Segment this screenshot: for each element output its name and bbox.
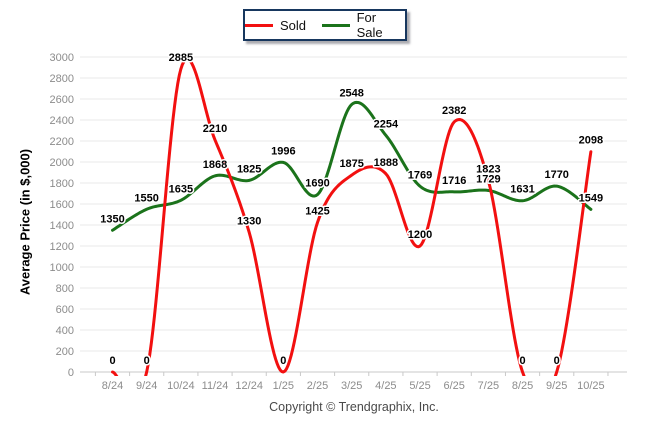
svg-text:1823: 1823 bbox=[476, 164, 500, 176]
svg-text:1868: 1868 bbox=[203, 159, 227, 171]
svg-text:8/25: 8/25 bbox=[512, 380, 533, 392]
svg-text:9/24: 9/24 bbox=[136, 380, 157, 392]
svg-text:3000: 3000 bbox=[50, 52, 74, 64]
svg-text:1000: 1000 bbox=[50, 262, 74, 274]
svg-text:11/24: 11/24 bbox=[202, 380, 229, 392]
svg-text:1875: 1875 bbox=[339, 158, 363, 170]
sold-line-swatch bbox=[245, 23, 273, 27]
svg-text:2600: 2600 bbox=[50, 94, 74, 106]
svg-text:1400: 1400 bbox=[50, 220, 74, 232]
svg-text:2885: 2885 bbox=[169, 52, 193, 64]
y-axis-tick-labels: 0 200 400 600 800 1000 1200 1400 1600 1800 2000 220… bbox=[50, 52, 74, 379]
svg-text:1800: 1800 bbox=[50, 178, 74, 190]
svg-text:2382: 2382 bbox=[442, 105, 466, 117]
svg-text:1330: 1330 bbox=[237, 215, 261, 227]
svg-text:5/25: 5/25 bbox=[409, 380, 430, 392]
svg-text:9/25: 9/25 bbox=[546, 380, 567, 392]
svg-text:2400: 2400 bbox=[50, 115, 74, 127]
svg-text:8/24: 8/24 bbox=[102, 380, 123, 392]
legend-label-for-sale: For Sale bbox=[356, 10, 383, 40]
svg-text:1770: 1770 bbox=[544, 169, 568, 181]
svg-text:4/25: 4/25 bbox=[375, 380, 396, 392]
svg-text:2210: 2210 bbox=[203, 123, 227, 135]
svg-text:2000: 2000 bbox=[50, 157, 74, 169]
legend-item-for-sale: For Sale bbox=[322, 10, 405, 40]
svg-text:0: 0 bbox=[554, 355, 560, 367]
svg-text:600: 600 bbox=[56, 304, 74, 316]
svg-text:1996: 1996 bbox=[271, 145, 295, 157]
svg-text:6/25: 6/25 bbox=[443, 380, 464, 392]
svg-text:1690: 1690 bbox=[305, 178, 329, 190]
svg-text:1425: 1425 bbox=[305, 205, 329, 217]
svg-text:1769: 1769 bbox=[408, 169, 432, 181]
svg-text:1729: 1729 bbox=[476, 173, 500, 185]
svg-text:2548: 2548 bbox=[339, 87, 363, 99]
for-sale-line-swatch bbox=[322, 23, 350, 27]
copyright-text: Copyright © Trendgraphix, Inc. bbox=[269, 400, 439, 414]
legend-item-sold: Sold bbox=[245, 18, 306, 33]
svg-text:0: 0 bbox=[109, 355, 115, 367]
y-gridlines bbox=[80, 56, 627, 352]
svg-text:1200: 1200 bbox=[408, 229, 432, 241]
svg-text:1350: 1350 bbox=[100, 213, 124, 225]
svg-text:2098: 2098 bbox=[579, 135, 603, 147]
sold-data-labels: 0 0 2885 2210 1330 0 1425 1875 1888 1200 2382 1823 0… bbox=[108, 51, 605, 369]
chart-legend: Sold For Sale bbox=[243, 9, 407, 41]
svg-text:2/25: 2/25 bbox=[307, 380, 328, 392]
svg-text:0: 0 bbox=[68, 367, 74, 379]
x-axis-ticks bbox=[94, 372, 609, 376]
legend-label-sold: Sold bbox=[280, 17, 307, 33]
x-axis-tick-labels: 8/24 9/24 10/24 11/24 12/24 1/25 2/25 3/25 4/25 5… bbox=[102, 380, 605, 392]
svg-text:3/25: 3/25 bbox=[341, 380, 362, 392]
svg-text:7/25: 7/25 bbox=[478, 380, 499, 392]
svg-text:400: 400 bbox=[56, 325, 74, 337]
sold-series-line bbox=[111, 57, 593, 376]
svg-text:1600: 1600 bbox=[50, 199, 74, 211]
svg-text:1825: 1825 bbox=[237, 163, 261, 175]
svg-text:12/24: 12/24 bbox=[235, 380, 263, 392]
for-sale-series-line bbox=[111, 100, 593, 232]
svg-text:200: 200 bbox=[56, 346, 74, 358]
svg-text:2200: 2200 bbox=[50, 136, 74, 148]
svg-text:1/25: 1/25 bbox=[273, 380, 294, 392]
svg-text:2800: 2800 bbox=[50, 73, 74, 85]
svg-text:1635: 1635 bbox=[169, 183, 193, 195]
svg-text:1550: 1550 bbox=[134, 192, 158, 204]
svg-text:0: 0 bbox=[519, 355, 525, 367]
svg-text:1549: 1549 bbox=[579, 192, 603, 204]
svg-text:800: 800 bbox=[56, 283, 74, 295]
svg-text:1716: 1716 bbox=[442, 175, 466, 187]
svg-text:1888: 1888 bbox=[374, 157, 398, 169]
svg-text:10/24: 10/24 bbox=[167, 380, 195, 392]
for-sale-data-labels: 1350 1550 1635 1868 1825 1996 1690 2548 2254 1769… bbox=[99, 86, 605, 227]
svg-text:1200: 1200 bbox=[50, 241, 74, 253]
svg-text:2254: 2254 bbox=[374, 118, 399, 130]
svg-text:0: 0 bbox=[280, 355, 286, 367]
svg-text:0: 0 bbox=[144, 355, 150, 367]
svg-text:10/25: 10/25 bbox=[577, 380, 605, 392]
svg-text:1631: 1631 bbox=[510, 184, 534, 196]
